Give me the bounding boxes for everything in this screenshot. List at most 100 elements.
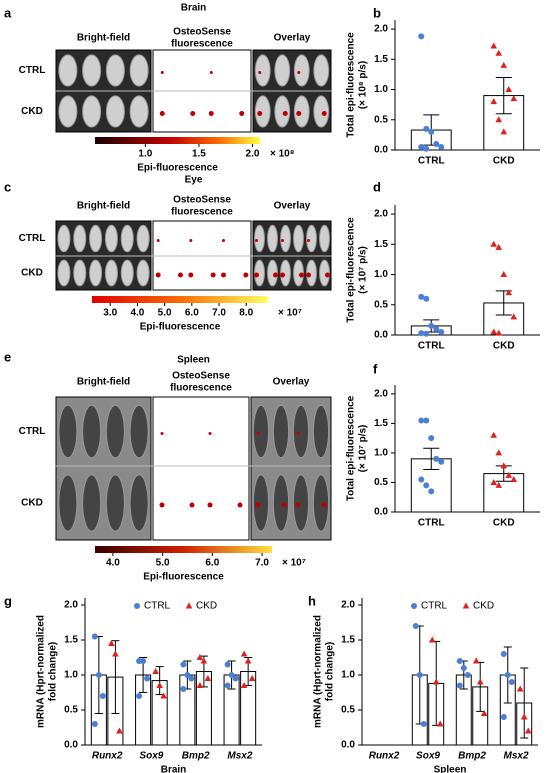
colorbar [95,137,260,144]
colorbar-label: Epi-fluorescence [140,322,221,333]
data-point [500,462,508,469]
colorbar [92,296,268,303]
y-tick-label: 0.0 [374,507,388,518]
data-point [411,603,417,609]
signal [221,272,226,278]
data-point [520,713,528,720]
column-header: OsteoSense [173,195,231,206]
data-point [99,693,106,699]
data-point [428,488,435,495]
data-point [416,672,423,678]
y-tick-label: 0.5 [374,477,388,488]
y-tick-label: 1.0 [374,269,388,280]
specimen [89,224,103,253]
signal [299,272,304,278]
data-point [456,658,463,664]
data-point [500,271,508,278]
data-point [456,682,463,689]
specimen [105,95,125,128]
signal [160,71,164,74]
legend-label: CKD [196,601,217,612]
data-point [134,603,140,609]
data-point [418,417,425,424]
data-point [418,293,425,300]
y-tick-label: 1.0 [341,670,355,681]
specimen [129,95,149,128]
signal [237,502,243,508]
signal [159,502,165,508]
x-tick-label: CTRL [418,156,445,167]
data-point [196,682,204,688]
signal [155,272,161,278]
row-label: CKD [21,498,43,509]
data-point [490,328,498,335]
signal [189,502,195,508]
y-axis-label: fold change) [325,642,336,701]
panel-title: Spleen [177,355,210,366]
specimen [58,404,78,459]
x-tick-label: CTRL [418,518,445,529]
specimen [82,54,102,87]
column-header: fluorescence [170,383,232,394]
signal [306,272,311,278]
signal [257,111,263,116]
specimen [129,404,149,459]
signal [325,272,330,278]
y-axis-label: Total epi-fluorescence [346,32,357,138]
legend-label: CTRL [144,601,171,612]
colorbar-tick-label: 5.0 [156,558,170,569]
y-axis-label: (× 10⁷ p/s) [358,246,369,294]
x-tick-label: Sox9 [416,751,440,762]
data-point [95,672,102,678]
specimen [280,224,291,253]
specimen [306,224,317,253]
specimen [313,54,330,87]
data-point [418,330,425,337]
data-point [188,675,195,682]
y-tick-label: 2.0 [64,600,78,611]
data-point [423,125,430,132]
specimen [129,474,149,532]
x-tick-label: CTRL [418,341,445,352]
y-tick-label: 0.0 [374,330,388,341]
colorbar-label: Epi-fluorescence [137,163,218,174]
signal [282,111,288,116]
data-point [136,693,143,699]
specimen [319,224,330,253]
colorbar-tick-label: 4.0 [106,558,120,569]
data-point [460,665,467,671]
data-point [504,672,511,678]
data-point [428,128,435,135]
row-label: CTRL [19,426,46,437]
data-point [500,128,508,135]
x-tick-label: CKD [493,518,515,529]
signal [281,502,287,508]
signal [207,502,213,508]
specimen [292,404,310,459]
signal [307,239,310,242]
data-point [140,658,147,664]
specimen [73,259,87,287]
data-point [472,657,480,664]
specimen [82,404,102,459]
x-tick-label: Msx2 [227,751,252,762]
panel-title: Brain [181,3,207,14]
specimen [274,95,291,128]
specimen [306,259,317,287]
x-tick-label: Bmp2 [182,751,210,762]
colorbar-label: Epi-fluorescence [143,572,224,583]
signal [156,239,160,242]
x-axis-label: Brain [161,765,187,773]
data-point [423,482,430,489]
data-point [508,679,515,685]
panel-letter: c [4,179,11,194]
signal [190,111,196,116]
data-point [418,33,425,40]
specimen [272,474,290,532]
colorbar-tick-label: 1.0 [138,149,152,160]
signal [254,272,259,278]
y-axis-label: mRNA (Hprt-normalized [313,615,324,728]
specimen [319,259,330,287]
x-tick-label: Msx2 [503,751,528,762]
signal [178,272,183,278]
